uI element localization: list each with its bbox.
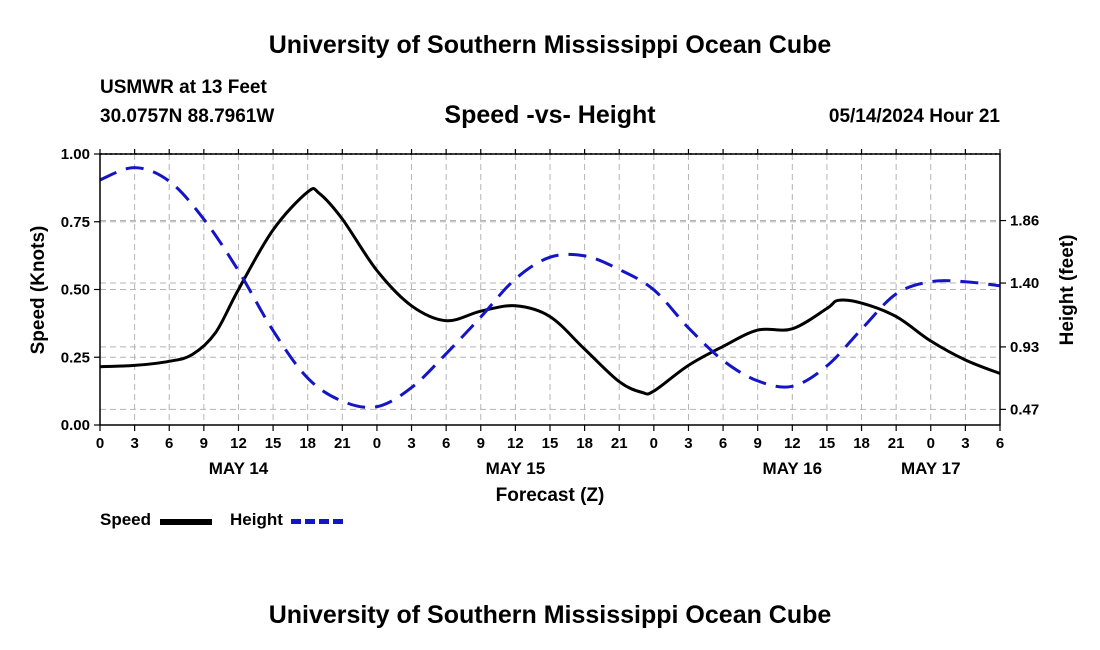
x-tick-label: 12 [784, 435, 801, 452]
x-tick-label: 21 [611, 435, 628, 452]
page-footer-title: University of Southern Mississippi Ocean… [268, 601, 832, 629]
x-tick-label: 3 [407, 435, 415, 452]
y-tick-label: 1.00 [61, 146, 90, 163]
day-label: MAY 16 [763, 459, 823, 478]
y2-tick-label: 0.47 [1010, 401, 1039, 418]
x-tick-label: 15 [819, 435, 836, 452]
x-tick-label: 9 [754, 435, 762, 452]
x-tick-label: 9 [200, 435, 208, 452]
x-tick-label: 18 [853, 435, 870, 452]
axes: 0 3 6 9 12 15 18 21 0 3 6 9 12 15 18 21 0 3 6 9 12 15 18 21 0 3 6 M… [61, 146, 1039, 478]
y-tick-label: 0.50 [61, 282, 90, 299]
day-label: MAY 15 [486, 459, 546, 478]
day-label: MAY 14 [209, 459, 269, 478]
y-tick-label: 0.00 [61, 417, 90, 434]
x-axis-label: Forecast (Z) [496, 485, 605, 506]
legend-speed-swatch [160, 519, 212, 525]
series-line-height [99, 166, 1001, 409]
y2-tick-label: 0.93 [1010, 339, 1039, 356]
x-tick-label: 6 [442, 435, 450, 452]
y-axis-label: Speed (Knots) [28, 226, 49, 355]
x-tick-label: 15 [542, 435, 559, 452]
legend-speed-label: Speed [100, 510, 152, 529]
page-title: University of Southern Mississippi Ocean… [268, 31, 832, 59]
x-tick-label: 0 [927, 435, 935, 452]
x-tick-label: 18 [299, 435, 316, 452]
y2-axis-label: Height (feet) [1057, 235, 1078, 346]
x-tick-label: 21 [334, 435, 351, 452]
day-label: MAY 17 [901, 459, 961, 478]
x-tick-label: 3 [130, 435, 138, 452]
forecast-date: 05/14/2024 Hour 21 [828, 106, 1000, 127]
x-tick-label: 3 [961, 435, 969, 452]
grid-lines [100, 154, 1000, 425]
x-tick-label: 3 [684, 435, 692, 452]
station-name: USMWR at 13 Feet [100, 77, 267, 98]
y-tick-label: 0.75 [61, 214, 90, 231]
x-tick-label: 9 [477, 435, 485, 452]
x-tick-label: 6 [996, 435, 1004, 452]
x-tick-label: 6 [719, 435, 727, 452]
x-tick-label: 0 [373, 435, 381, 452]
station-coordinates: 30.0757N 88.7961W [100, 106, 275, 127]
x-tick-label: 12 [230, 435, 247, 452]
x-tick-label: 21 [888, 435, 905, 452]
y-tick-label: 0.25 [61, 349, 90, 366]
x-tick-label: 0 [96, 435, 104, 452]
x-tick-label: 15 [265, 435, 282, 452]
y2-tick-label: 1.86 [1010, 213, 1039, 230]
x-tick-label: 6 [165, 435, 173, 452]
legend-height-label: Height [230, 510, 283, 529]
chart-title: Speed -vs- Height [444, 101, 656, 129]
series-layer [99, 166, 1001, 409]
y2-tick-label: 1.40 [1010, 275, 1039, 292]
x-tick-label: 18 [576, 435, 593, 452]
x-tick-label: 0 [650, 435, 658, 452]
x-tick-label: 12 [507, 435, 524, 452]
series-line-speed [99, 186, 1001, 396]
legend-height-swatch [291, 519, 343, 524]
